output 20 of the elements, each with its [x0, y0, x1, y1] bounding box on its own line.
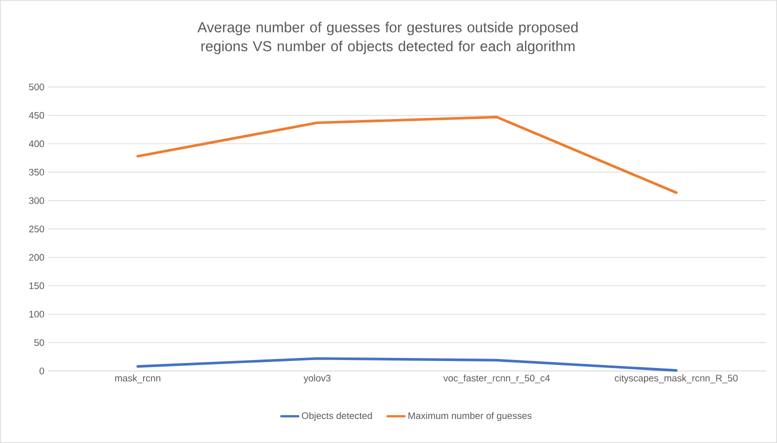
y-tick-label: 300	[29, 197, 44, 204]
line-series	[136, 357, 678, 372]
y-tick-label: 400	[28, 140, 44, 148]
y-tick-label: 500	[29, 84, 44, 90]
legend-label: Objects detected	[302, 412, 372, 421]
y-tick-label: 450	[28, 112, 44, 119]
x-tick-label: mask_rcnn	[115, 374, 160, 384]
y-tick-label: 150	[29, 282, 44, 290]
x-tick-label: cityscapes_mask_rcnn_R_50	[614, 374, 738, 384]
y-tick-label: 50	[34, 339, 44, 346]
y-tick-label: 100	[29, 310, 44, 318]
y-tick-label: 350	[29, 168, 44, 176]
line-series	[136, 116, 678, 194]
y-tick-label: 200	[29, 254, 44, 261]
legend-label: Maximum number of guesses	[408, 412, 532, 421]
y-tick-label: 250	[29, 226, 44, 232]
x-tick-label: voc_faster_rcnn_r_50_c4	[443, 374, 550, 384]
chart-title: Average number of guesses for gestures outside proposed regions VS number of objects detected for each algorithm	[197, 22, 578, 54]
y-tick-label: 0	[40, 368, 44, 374]
x-tick-label: yolov3	[304, 374, 331, 384]
